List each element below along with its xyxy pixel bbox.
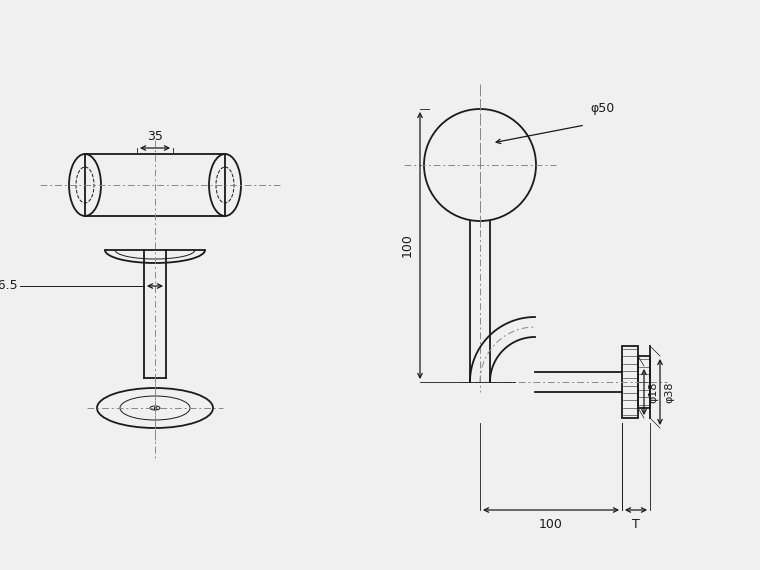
Text: T: T bbox=[632, 518, 640, 531]
Text: -φ6.5: -φ6.5 bbox=[0, 279, 18, 292]
Text: 35: 35 bbox=[147, 130, 163, 143]
Text: 100: 100 bbox=[539, 518, 563, 531]
Text: φ18: φ18 bbox=[648, 381, 658, 403]
Text: φ50: φ50 bbox=[590, 102, 614, 115]
Bar bbox=[638, 356, 650, 408]
Bar bbox=[622, 346, 638, 418]
Bar bbox=[85, 154, 225, 216]
Text: 100: 100 bbox=[401, 234, 414, 258]
Text: φ38: φ38 bbox=[664, 381, 674, 403]
